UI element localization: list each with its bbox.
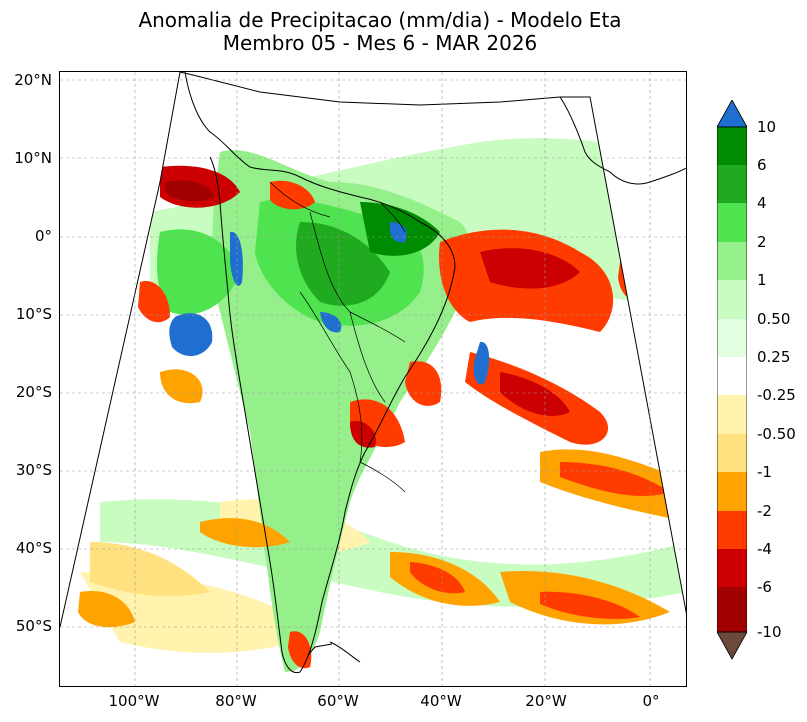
- lat-label-40s: 40°S: [15, 539, 52, 557]
- colorbar-segment: [717, 127, 747, 165]
- map-gridlines: [60, 72, 686, 686]
- colorbar-label: 6: [757, 156, 767, 174]
- colorbar-label: -2: [757, 502, 772, 520]
- colorbar-segment: [717, 319, 747, 357]
- colorbar-segment: [717, 395, 747, 434]
- colorbar: [717, 100, 747, 660]
- lat-label-10s: 10°S: [15, 305, 52, 323]
- lat-label-20s: 20°S: [15, 383, 52, 401]
- lon-label-80w: 80°W: [215, 692, 257, 710]
- anomaly-field: [60, 72, 686, 686]
- lon-label-0: 0°: [642, 692, 660, 710]
- colorbar-segment: [717, 434, 747, 472]
- colorbar-segment: [717, 357, 747, 395]
- coastlines: [184, 72, 686, 674]
- colorbar-segment: [717, 472, 747, 511]
- country-borders: [269, 181, 406, 493]
- colorbar-segment: [717, 242, 747, 280]
- lat-label-30s: 30°S: [15, 461, 52, 479]
- colorbar-over-arrow: [717, 100, 747, 128]
- lat-label-50s: 50°S: [15, 617, 52, 635]
- colorbar-under-arrow: [717, 631, 747, 660]
- lon-label-20w: 20°W: [525, 692, 567, 710]
- colorbar-segment: [717, 587, 747, 632]
- lon-label-60w: 60°W: [317, 692, 359, 710]
- map-panel: [59, 71, 687, 687]
- lat-label-10n: 10°N: [14, 149, 52, 167]
- colorbar-segment: [717, 511, 747, 549]
- colorbar-segment: [717, 203, 747, 242]
- colorbar-label: -6: [757, 578, 772, 596]
- chart-title-line-2: Membro 05 - Mes 6 - MAR 2026: [222, 31, 538, 55]
- colorbar-label: -0.50: [757, 425, 796, 443]
- colorbar-label: 2: [757, 233, 767, 251]
- colorbar-label: -1: [757, 463, 772, 481]
- colorbar-label: -4: [757, 540, 772, 558]
- colorbar-segment: [717, 549, 747, 587]
- map-canvas: [60, 72, 686, 686]
- lon-label-100w: 100°W: [108, 692, 160, 710]
- lat-label-0: 0°: [34, 227, 52, 245]
- colorbar-segment: [717, 280, 747, 319]
- colorbar-label: 0.25: [757, 348, 791, 366]
- lat-label-20n: 20°N: [14, 71, 52, 89]
- chart-title-line-1: Anomalia de Precipitacao (mm/dia) - Mode…: [138, 8, 622, 32]
- colorbar-label: 10: [757, 118, 777, 136]
- colorbar-label: -0.25: [757, 386, 796, 404]
- colorbar-label: 1: [757, 271, 767, 289]
- colorbar-label: 0.50: [757, 310, 791, 328]
- colorbar-segment: [717, 165, 747, 203]
- colorbar-label: 4: [757, 194, 767, 212]
- lon-label-40w: 40°W: [420, 692, 462, 710]
- colorbar-label: -10: [757, 623, 782, 641]
